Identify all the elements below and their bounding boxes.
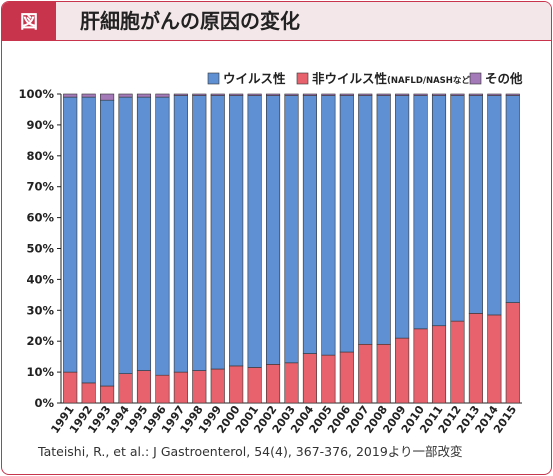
bar-other (431, 93, 447, 96)
y-tick-label: 20% (26, 334, 54, 348)
bar-viral (321, 95, 336, 356)
bar-other (100, 93, 115, 101)
bar-other (81, 93, 96, 98)
bar-viral (431, 95, 447, 327)
bar-viral (450, 95, 465, 322)
bar-viral (468, 95, 483, 314)
bar-other (339, 93, 354, 96)
bar-other (63, 93, 78, 98)
bar-other (247, 93, 262, 96)
bar-nonviral (229, 365, 244, 404)
bar-nonviral (284, 362, 299, 404)
bar-viral (192, 95, 207, 371)
bar-viral (100, 99, 115, 387)
figure-title: 肝細胞がんの原因の変化 (80, 9, 300, 33)
bar-nonviral (487, 314, 502, 404)
legend-label-nonviral: 非ウイルス性(NAFLD/NASHなど) (312, 71, 474, 86)
bar-viral (247, 95, 262, 368)
bar-viral (505, 95, 520, 303)
bar-other (358, 93, 373, 96)
y-tick-label: 60% (26, 211, 54, 225)
bar-viral (302, 95, 317, 354)
bar-other (321, 93, 336, 96)
bar-viral (284, 95, 299, 364)
bar-viral (376, 95, 391, 345)
bar-nonviral (376, 343, 391, 404)
figure-badge: 図 (2, 2, 56, 40)
y-tick-label: 40% (26, 272, 54, 286)
bar-viral (413, 95, 428, 330)
bar-other (450, 93, 465, 96)
bar-nonviral (431, 325, 447, 404)
bar-nonviral (339, 351, 354, 404)
bar-other (229, 93, 244, 96)
legend-swatch-other (469, 72, 482, 85)
bar-nonviral (118, 373, 133, 404)
bar-viral (395, 95, 410, 339)
bar-other (118, 93, 133, 98)
y-tick-label: 80% (26, 149, 54, 163)
bar-other (155, 93, 170, 98)
bar-other (505, 93, 520, 96)
bar-viral (339, 95, 354, 353)
bar-viral (358, 95, 373, 345)
y-tick-label: 100% (18, 87, 54, 101)
bar-nonviral (192, 370, 207, 404)
bar-nonviral (413, 328, 428, 404)
bar-other (487, 93, 502, 96)
bar-viral (487, 95, 502, 316)
bar-viral (136, 96, 152, 371)
bar-other (173, 93, 188, 96)
bar-nonviral (395, 337, 410, 404)
bar-nonviral (173, 371, 188, 404)
figure-header: 図 肝細胞がんの原因の変化 (2, 2, 551, 41)
legend-note: (NAFLD/NASHなど) (387, 75, 474, 86)
legend-swatch-viral (207, 72, 220, 85)
bar-nonviral (81, 382, 96, 404)
bar-nonviral (247, 367, 262, 404)
bar-other (192, 93, 207, 96)
legend-label-other: その他 (485, 71, 523, 86)
bar-nonviral (63, 371, 78, 404)
legend-label-viral: ウイルス性 (223, 71, 286, 86)
bar-other (210, 93, 225, 96)
y-tick-label: 30% (26, 303, 54, 317)
bar-other (468, 93, 483, 96)
y-tick-label: 0% (34, 396, 54, 410)
bar-viral (81, 96, 96, 384)
bar-other (302, 93, 317, 96)
bar-nonviral (468, 313, 483, 404)
bar-other (136, 93, 152, 98)
bar-nonviral (358, 343, 373, 404)
y-tick-label: 10% (26, 365, 54, 379)
bar-viral (229, 95, 244, 367)
legend-swatch-nonviral (296, 72, 309, 85)
y-tick-label: 90% (26, 118, 54, 132)
bar-viral (155, 96, 170, 376)
bar-nonviral (210, 368, 225, 404)
bar-viral (118, 96, 133, 374)
bar-nonviral (155, 374, 170, 404)
source-citation: Tateishi, R., et al.: J Gastroenterol, 5… (38, 444, 463, 459)
bar-other (376, 93, 391, 96)
bar-other (395, 93, 410, 96)
y-tick-label: 70% (26, 180, 54, 194)
bar-nonviral (450, 320, 465, 404)
bar-nonviral (136, 370, 152, 404)
bar-nonviral (100, 385, 115, 404)
bar-other (284, 93, 299, 96)
bar-nonviral (266, 364, 281, 404)
bar-other (413, 93, 428, 96)
bar-nonviral (302, 353, 317, 404)
bar-other (266, 93, 281, 96)
y-tick-label: 50% (26, 242, 54, 256)
bar-viral (173, 95, 188, 373)
bar-viral (210, 95, 225, 370)
bar-viral (266, 95, 281, 365)
bar-nonviral (505, 302, 520, 404)
bar-nonviral (321, 354, 336, 404)
bar-viral (63, 96, 78, 373)
